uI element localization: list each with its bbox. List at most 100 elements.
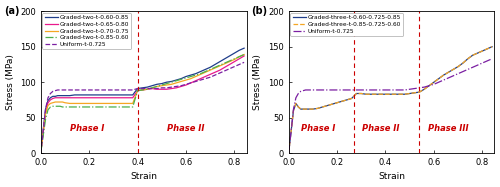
Graded-three-t-0.85-0.725-0.60 bbox=[378, 93, 384, 95]
Graded-two-t-0.85-0.60 bbox=[115, 106, 121, 108]
Graded-two-t-0.70-0.75 bbox=[60, 101, 66, 103]
Graded-two-t-0.65-0.80 bbox=[82, 97, 87, 99]
Graded-two-t-0.70-0.75 bbox=[183, 79, 189, 81]
Graded-two-t-0.85-0.60 bbox=[54, 105, 60, 107]
Graded-two-t-0.65-0.80 bbox=[188, 82, 194, 84]
Uniform-t-0.725 bbox=[62, 89, 68, 91]
Uniform-t-0.725 bbox=[308, 89, 314, 91]
Graded-three-t-0.85-0.725-0.60 bbox=[382, 93, 388, 95]
Uniform-t-0.725 bbox=[50, 90, 56, 93]
Graded-two-t-0.85-0.60 bbox=[140, 89, 145, 91]
Graded-two-t-0.65-0.80 bbox=[207, 73, 213, 76]
Graded-two-t-0.60-0.85 bbox=[45, 99, 51, 102]
Graded-two-t-0.60-0.85 bbox=[54, 94, 60, 97]
Graded-two-t-0.65-0.80 bbox=[57, 97, 63, 99]
Uniform-t-0.725 bbox=[421, 86, 427, 88]
Line: Graded-two-t-0.60-0.85: Graded-two-t-0.60-0.85 bbox=[40, 48, 244, 153]
Graded-two-t-0.85-0.60 bbox=[183, 77, 189, 79]
Graded-two-t-0.70-0.75 bbox=[236, 56, 242, 58]
Graded-two-t-0.60-0.85 bbox=[159, 82, 165, 85]
Uniform-t-0.725 bbox=[314, 89, 320, 91]
Graded-two-t-0.65-0.80 bbox=[168, 88, 174, 90]
Graded-three-t-0.60-0.725-0.85 bbox=[402, 93, 408, 95]
Graded-two-t-0.65-0.80 bbox=[100, 97, 106, 99]
Graded-two-t-0.60-0.85 bbox=[115, 94, 121, 96]
Graded-two-t-0.70-0.75 bbox=[178, 80, 184, 83]
Graded-two-t-0.65-0.80 bbox=[125, 97, 131, 99]
Uniform-t-0.725 bbox=[489, 58, 495, 60]
Graded-three-t-0.60-0.725-0.85 bbox=[293, 102, 299, 105]
Graded-three-t-0.60-0.725-0.85 bbox=[421, 88, 427, 90]
Graded-two-t-0.70-0.75 bbox=[106, 102, 112, 105]
Graded-two-t-0.85-0.60 bbox=[110, 106, 116, 108]
Line: Graded-three-t-0.85-0.725-0.60: Graded-three-t-0.85-0.725-0.60 bbox=[288, 47, 492, 153]
Graded-two-t-0.60-0.85 bbox=[60, 94, 66, 97]
Graded-three-t-0.85-0.725-0.60 bbox=[436, 77, 442, 80]
Graded-two-t-0.85-0.60 bbox=[91, 106, 97, 108]
Text: Phase III: Phase III bbox=[428, 124, 469, 133]
Graded-two-t-0.60-0.85 bbox=[140, 87, 145, 89]
Uniform-t-0.725 bbox=[198, 79, 203, 81]
Uniform-t-0.725 bbox=[207, 76, 213, 78]
Graded-two-t-0.65-0.80 bbox=[222, 66, 228, 68]
Uniform-t-0.725 bbox=[192, 80, 198, 83]
Graded-two-t-0.85-0.60 bbox=[144, 88, 150, 90]
Uniform-t-0.725 bbox=[329, 89, 335, 91]
Graded-two-t-0.85-0.60 bbox=[52, 105, 58, 107]
Graded-two-t-0.65-0.80 bbox=[110, 97, 116, 99]
Uniform-t-0.725 bbox=[57, 89, 63, 91]
Graded-three-t-0.85-0.725-0.60 bbox=[421, 88, 427, 90]
Graded-two-t-0.70-0.75 bbox=[222, 63, 228, 65]
Uniform-t-0.725 bbox=[358, 89, 364, 91]
Graded-two-t-0.70-0.75 bbox=[168, 83, 174, 85]
Uniform-t-0.725 bbox=[474, 64, 480, 66]
Graded-two-t-0.70-0.75 bbox=[82, 102, 87, 105]
Graded-two-t-0.70-0.75 bbox=[226, 61, 232, 63]
Uniform-t-0.725 bbox=[154, 88, 160, 90]
Graded-two-t-0.70-0.75 bbox=[212, 67, 218, 69]
Graded-two-t-0.70-0.75 bbox=[207, 69, 213, 71]
Graded-three-t-0.85-0.725-0.60 bbox=[314, 107, 320, 110]
Uniform-t-0.725 bbox=[82, 89, 87, 91]
Uniform-t-0.725 bbox=[149, 88, 155, 90]
Graded-two-t-0.60-0.85 bbox=[67, 94, 73, 97]
Graded-two-t-0.65-0.80 bbox=[236, 58, 242, 60]
Graded-two-t-0.65-0.80 bbox=[212, 71, 218, 73]
Graded-two-t-0.65-0.80 bbox=[115, 97, 121, 99]
Graded-two-t-0.85-0.60 bbox=[236, 56, 242, 58]
Graded-three-t-0.85-0.725-0.60 bbox=[344, 99, 349, 101]
Graded-two-t-0.70-0.75 bbox=[134, 90, 140, 92]
Graded-three-t-0.85-0.725-0.60 bbox=[329, 103, 335, 105]
Graded-two-t-0.85-0.60 bbox=[159, 84, 165, 86]
Graded-two-t-0.60-0.85 bbox=[217, 61, 223, 63]
Graded-three-t-0.85-0.725-0.60 bbox=[460, 62, 466, 64]
Graded-three-t-0.60-0.725-0.85 bbox=[368, 93, 374, 95]
Legend: Graded-three-t-0.60-0.725-0.85, Graded-three-t-0.85-0.725-0.60, Uniform-t-0.725: Graded-three-t-0.60-0.725-0.85, Graded-t… bbox=[290, 13, 403, 36]
Graded-two-t-0.85-0.60 bbox=[72, 106, 78, 108]
Graded-two-t-0.85-0.60 bbox=[202, 70, 208, 73]
Graded-two-t-0.70-0.75 bbox=[67, 102, 73, 105]
Graded-two-t-0.60-0.85 bbox=[50, 95, 56, 97]
Uniform-t-0.725 bbox=[115, 89, 121, 91]
Graded-three-t-0.60-0.725-0.85 bbox=[378, 93, 384, 95]
Graded-two-t-0.65-0.80 bbox=[72, 97, 78, 99]
Uniform-t-0.725 bbox=[140, 88, 145, 90]
Graded-three-t-0.60-0.725-0.85 bbox=[314, 107, 320, 110]
Uniform-t-0.725 bbox=[446, 77, 452, 79]
Graded-three-t-0.60-0.725-0.85 bbox=[455, 65, 461, 68]
Graded-three-t-0.60-0.725-0.85 bbox=[358, 92, 364, 95]
Graded-three-t-0.60-0.725-0.85 bbox=[290, 109, 296, 112]
Graded-two-t-0.85-0.60 bbox=[42, 118, 48, 120]
Graded-two-t-0.60-0.85 bbox=[134, 88, 140, 90]
Graded-two-t-0.85-0.60 bbox=[192, 74, 198, 76]
Graded-two-t-0.65-0.80 bbox=[154, 88, 160, 90]
Graded-three-t-0.85-0.725-0.60 bbox=[388, 93, 394, 95]
Graded-two-t-0.70-0.75 bbox=[192, 75, 198, 78]
Uniform-t-0.725 bbox=[202, 77, 208, 80]
Graded-two-t-0.85-0.60 bbox=[60, 106, 66, 108]
Graded-two-t-0.85-0.60 bbox=[82, 106, 87, 108]
Graded-three-t-0.85-0.725-0.60 bbox=[412, 92, 418, 94]
Graded-two-t-0.85-0.60 bbox=[217, 64, 223, 66]
Graded-two-t-0.65-0.80 bbox=[174, 87, 180, 89]
Graded-three-t-0.60-0.725-0.85 bbox=[296, 106, 302, 108]
